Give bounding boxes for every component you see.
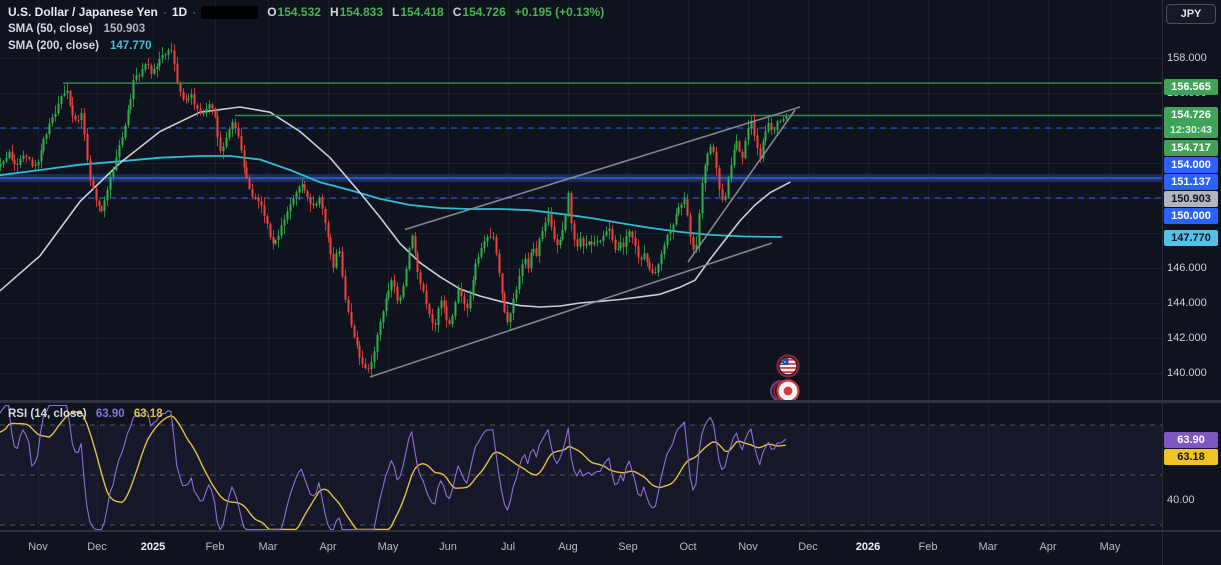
timeframe-label[interactable]: 1D [171, 5, 188, 19]
time-axis-label-Feb: Feb [918, 541, 938, 553]
sma50-line[interactable] [0, 106, 791, 308]
sma50-value: 150.903 [103, 23, 146, 35]
time-axis-label-Nov: Nov [28, 541, 48, 553]
pane-separator-bottom[interactable] [0, 530, 1221, 532]
time-axis-label-May: May [377, 541, 399, 553]
japan-flag-event-icon[interactable] [770, 379, 800, 402]
time-axis-label-2026: 2026 [855, 541, 881, 553]
sma200-line[interactable] [0, 155, 782, 238]
rsi-value: 63.90 [95, 408, 125, 420]
candlesticks[interactable] [0, 42, 788, 377]
time-axis-label-Jun: Jun [439, 541, 457, 553]
pane-separator[interactable] [0, 400, 1221, 403]
time-axis-label-Mar: Mar [978, 541, 998, 553]
time-axis-label-Feb: Feb [205, 541, 225, 553]
price-axis[interactable]: 158.000156.000146.000144.000142.000140.0… [1163, 0, 1221, 565]
rsi-ma-value: 63.18 [133, 408, 163, 420]
ohlc-low: L154.418 [392, 5, 444, 19]
indicator-row-sma200[interactable]: SMA (200, close) 147.770 [8, 38, 604, 54]
time-axis-label-Aug: Aug [558, 541, 578, 553]
time-axis-label-Mar: Mar [258, 541, 278, 553]
price-axis-label: 144.000 [1167, 297, 1207, 309]
ohlc-high: H154.833 [329, 5, 383, 19]
time-axis-label-Dec: Dec [798, 541, 818, 553]
trendline-rising-wedge-lower[interactable] [369, 242, 773, 378]
rsi-axis-label: 40.00 [1167, 494, 1195, 506]
rsi-legend-row[interactable]: RSI (14, close) 63.90 63.18 [8, 408, 163, 420]
main-price-pane[interactable] [0, 0, 1162, 401]
price-axis-label: 142.000 [1167, 332, 1207, 344]
price-badge-150.000: 150.000 [1164, 208, 1218, 224]
rsi-label[interactable]: RSI (14, close) [8, 408, 87, 420]
time-axis[interactable]: Nov Dec 2025 Feb Mar Apr May Jun Jul Aug Sep Oct Nov… [0, 532, 1162, 565]
separator-dot: · [162, 5, 167, 19]
price-axis-label: 158.000 [1167, 52, 1207, 64]
trendline-rising-wedge-upper[interactable] [404, 106, 801, 231]
time-axis-label-Dec: Dec [87, 541, 107, 553]
time-axis-label-May: May [1099, 541, 1121, 553]
rsi-line[interactable] [0, 404, 787, 531]
trendline-steep-inner-support[interactable] [687, 109, 796, 263]
ohlc-close: C154.726 [452, 5, 506, 19]
time-axis-label-Apr: Apr [319, 541, 337, 553]
time-axis-label-Jul: Jul [500, 541, 516, 553]
indicator-row-sma50[interactable]: SMA (50, close) 150.903 [8, 21, 604, 37]
price-badge-154.717: 154.717 [1164, 140, 1218, 156]
symbol-legend: U.S. Dollar / Japanese Yen · 1D · O154.5… [8, 4, 604, 55]
currency-toggle-button[interactable]: JPY [1166, 4, 1216, 24]
gridlines [0, 0, 1162, 401]
rsi-ma-line[interactable] [0, 411, 786, 531]
price-badge-151.137: 151.137 [1164, 174, 1218, 190]
rsi-band-fill [0, 425, 1162, 525]
price-badge-156.565: 156.565 [1164, 79, 1218, 95]
sma200-value: 147.770 [109, 40, 152, 52]
price-change: +0.195 (+0.13%) [514, 5, 605, 19]
price-badge-63.90: 63.90 [1164, 432, 1218, 448]
time-axis-label-Nov: Nov [738, 541, 758, 553]
price-badge-154.000: 154.000 [1164, 157, 1218, 173]
time-axis-label-2025: 2025 [140, 541, 166, 553]
rsi-pane[interactable] [0, 403, 1162, 531]
sma50-label[interactable]: SMA (50, close) [8, 23, 93, 35]
price-axis-border [1162, 0, 1163, 565]
redacted-exchange-box [201, 5, 259, 19]
price-badge-147.770: 147.770 [1164, 230, 1218, 246]
ohlc-open: O154.532 [267, 5, 321, 19]
bar-countdown: 12:30:43 [1169, 124, 1213, 136]
us-flag-event-icon[interactable] [776, 354, 800, 378]
separator-dot: · [192, 5, 197, 19]
price-badge-154.726: 154.726 12:30:43 [1164, 107, 1218, 138]
price-badge-63.18: 63.18 [1164, 449, 1218, 465]
price-axis-label: 140.000 [1167, 367, 1207, 379]
rsi-gridlines [38, 403, 1111, 531]
price-axis-label: 146.000 [1167, 262, 1207, 274]
symbol-name[interactable]: U.S. Dollar / Japanese Yen [8, 5, 158, 19]
price-badge-150.903: 150.903 [1164, 191, 1218, 207]
time-axis-label-Oct: Oct [679, 541, 697, 553]
sma200-label[interactable]: SMA (200, close) [8, 40, 99, 52]
time-axis-label-Apr: Apr [1039, 541, 1057, 553]
time-axis-label-Sep: Sep [618, 541, 638, 553]
symbol-title-row[interactable]: U.S. Dollar / Japanese Yen · 1D · O154.5… [8, 4, 604, 20]
